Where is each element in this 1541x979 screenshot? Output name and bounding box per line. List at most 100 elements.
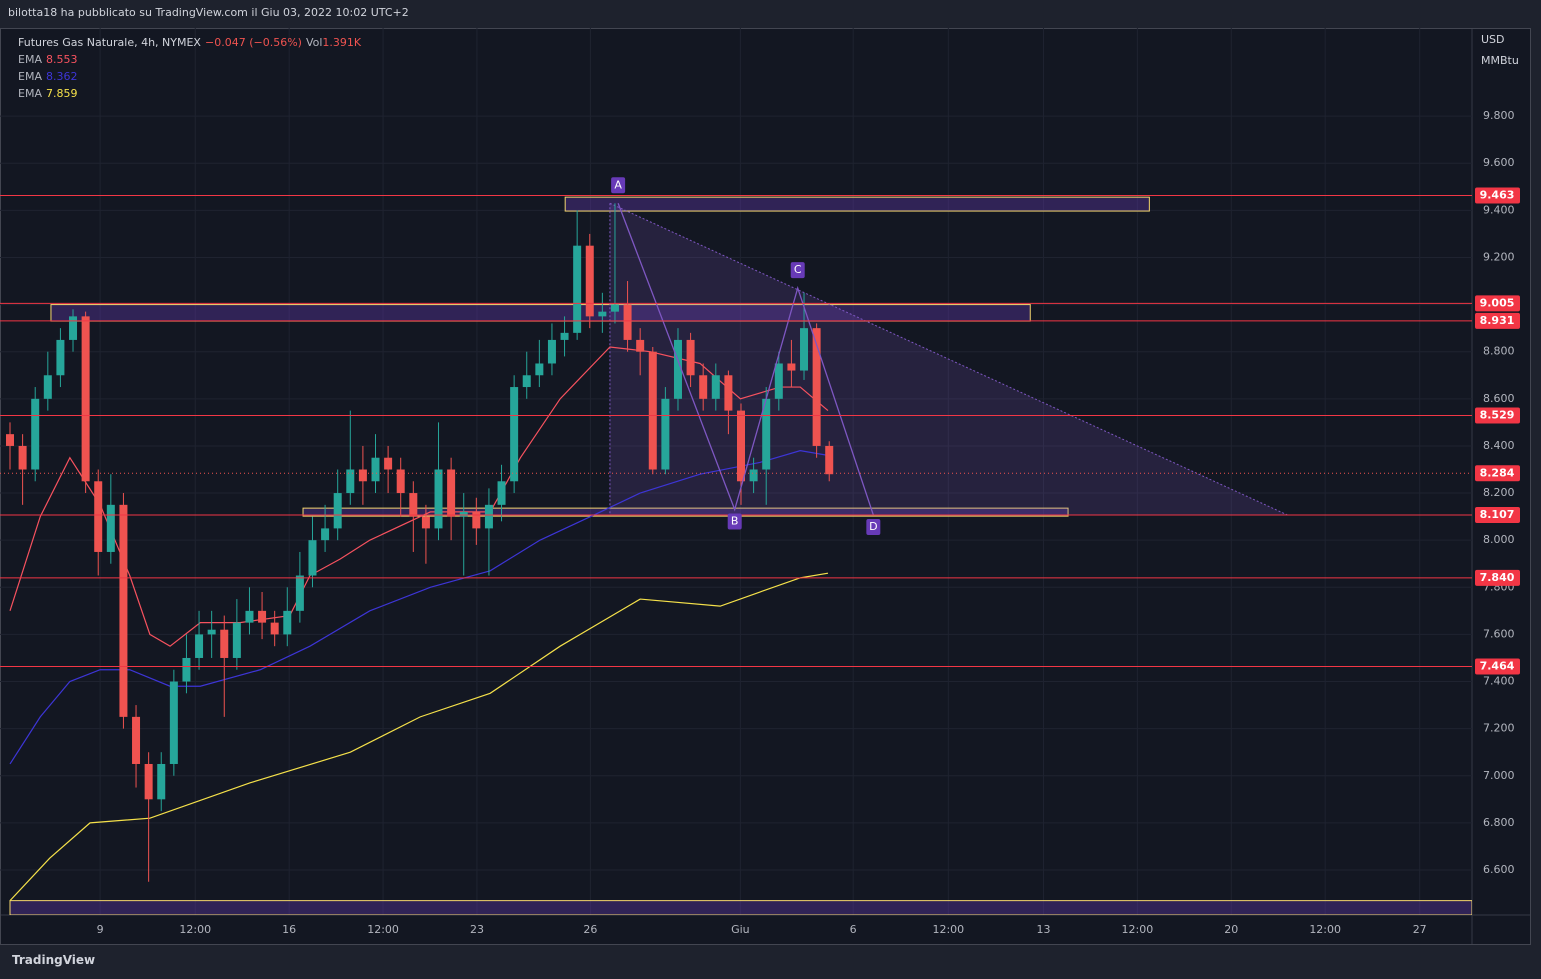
pattern-label: C: [794, 263, 802, 276]
level-label: 7.840: [1480, 571, 1515, 584]
candle-body: [207, 629, 216, 635]
x-tick-label: 12:00: [367, 923, 399, 936]
ema-name: EMA: [18, 70, 42, 83]
candle-body: [384, 457, 393, 470]
pattern-label-bg: [727, 513, 742, 530]
candle-body: [610, 304, 619, 312]
y-tick-label: 8.200: [1483, 486, 1515, 499]
level-label: 8.931: [1480, 314, 1515, 327]
y-unit: USD: [1481, 33, 1505, 46]
chart-background: [0, 28, 1530, 944]
x-tick-label: 6: [850, 923, 857, 936]
y-tick-label: 9.800: [1483, 109, 1515, 122]
candle-body: [573, 245, 582, 333]
candle-body: [195, 634, 204, 658]
last-price-bg: [1475, 465, 1520, 482]
candle-body: [673, 339, 682, 399]
x-tick-label: 12:00: [932, 923, 964, 936]
x-tick-label: 23: [470, 923, 484, 936]
x-tick-label: 12:00: [1122, 923, 1154, 936]
candle-body: [598, 311, 607, 317]
candle-body: [459, 511, 468, 517]
candle-body: [144, 763, 153, 800]
candle-body: [245, 610, 254, 623]
ema-line: [9, 572, 829, 902]
level-label-bg: [1475, 407, 1520, 424]
candle-body: [106, 504, 115, 552]
candle-body: [6, 434, 14, 446]
x-tick-label: 16: [282, 923, 296, 936]
ema-value: 7.859: [45, 87, 78, 100]
x-tick-label: 27: [1413, 923, 1427, 936]
candle-body: [510, 387, 519, 482]
candle-body: [724, 375, 733, 411]
x-tick-label: 12:00: [1309, 923, 1341, 936]
symbol-title: Futures Gas Naturale, 4h, NYMEX: [18, 36, 201, 49]
x-tick-label: 20: [1224, 923, 1238, 936]
candle-body: [333, 493, 342, 529]
candle-body: [56, 339, 65, 376]
x-tick-label: 12:00: [179, 923, 211, 936]
candle-body: [396, 469, 405, 494]
candle-body: [31, 398, 40, 470]
y-tick-label: 8.000: [1483, 533, 1515, 546]
pattern-label: D: [869, 520, 877, 533]
candle-body: [220, 629, 229, 658]
candle-body: [812, 328, 821, 446]
candle-body: [560, 332, 569, 340]
candle-body: [497, 481, 506, 505]
header: bilotta18 ha pubblicato su TradingView.c…: [8, 6, 409, 19]
zone: [50, 304, 1031, 322]
candle-body: [484, 504, 493, 529]
pattern-label: B: [731, 515, 739, 528]
ema-name: EMA: [18, 87, 42, 100]
level-label-bg: [1475, 658, 1520, 675]
candle-body: [94, 481, 103, 552]
candle-body: [623, 304, 632, 340]
change: −0.047 (−0.56%): [204, 36, 302, 49]
pattern-label-bg: [611, 177, 626, 194]
triangle-edge: [609, 202, 1288, 516]
candle-body: [699, 375, 708, 399]
candle-body: [661, 398, 670, 470]
y-tick-label: 9.600: [1483, 156, 1515, 169]
candle-body: [787, 363, 796, 371]
candle-body: [18, 445, 27, 470]
level-label: 9.005: [1480, 296, 1515, 309]
last-price-label: 8.284: [1480, 466, 1515, 479]
candle-body: [346, 469, 355, 494]
candle-body: [182, 657, 191, 682]
candle-body: [258, 610, 267, 623]
y-tick-label: 7.400: [1483, 675, 1515, 688]
legend: Futures Gas Naturale, 4h, NYMEX −0.047 (−…: [18, 34, 365, 102]
candle-body: [421, 516, 430, 529]
zone: [9, 900, 1472, 915]
volume-label: Vol: [305, 36, 323, 49]
y-tick-label: 8.600: [1483, 392, 1515, 405]
candle-body: [169, 681, 178, 764]
candle-body: [119, 504, 128, 717]
level-label-bg: [1475, 569, 1520, 586]
pattern-label: A: [614, 178, 622, 191]
ema-name: EMA: [18, 53, 42, 66]
level-label-bg: [1475, 312, 1520, 329]
candle-body: [472, 511, 481, 529]
ema-legend-row: EMA 7.859: [18, 85, 365, 102]
candle-body: [585, 245, 594, 317]
candle-body: [686, 339, 695, 376]
candle-body: [43, 375, 52, 399]
candle-body: [157, 763, 166, 800]
ema-value: 8.553: [45, 53, 78, 66]
ema-legend-row: EMA 8.553: [18, 51, 365, 68]
level-label: 9.463: [1480, 189, 1515, 202]
candle-body: [270, 622, 279, 635]
candle-body: [69, 316, 78, 340]
x-tick-label: 9: [97, 923, 104, 936]
y-tick-label: 7.600: [1483, 627, 1515, 640]
candle-body: [522, 375, 531, 388]
candle-body: [447, 469, 456, 517]
x-tick-label: Giu: [731, 923, 750, 936]
level-label: 8.107: [1480, 508, 1515, 521]
level-label-bg: [1475, 295, 1520, 312]
